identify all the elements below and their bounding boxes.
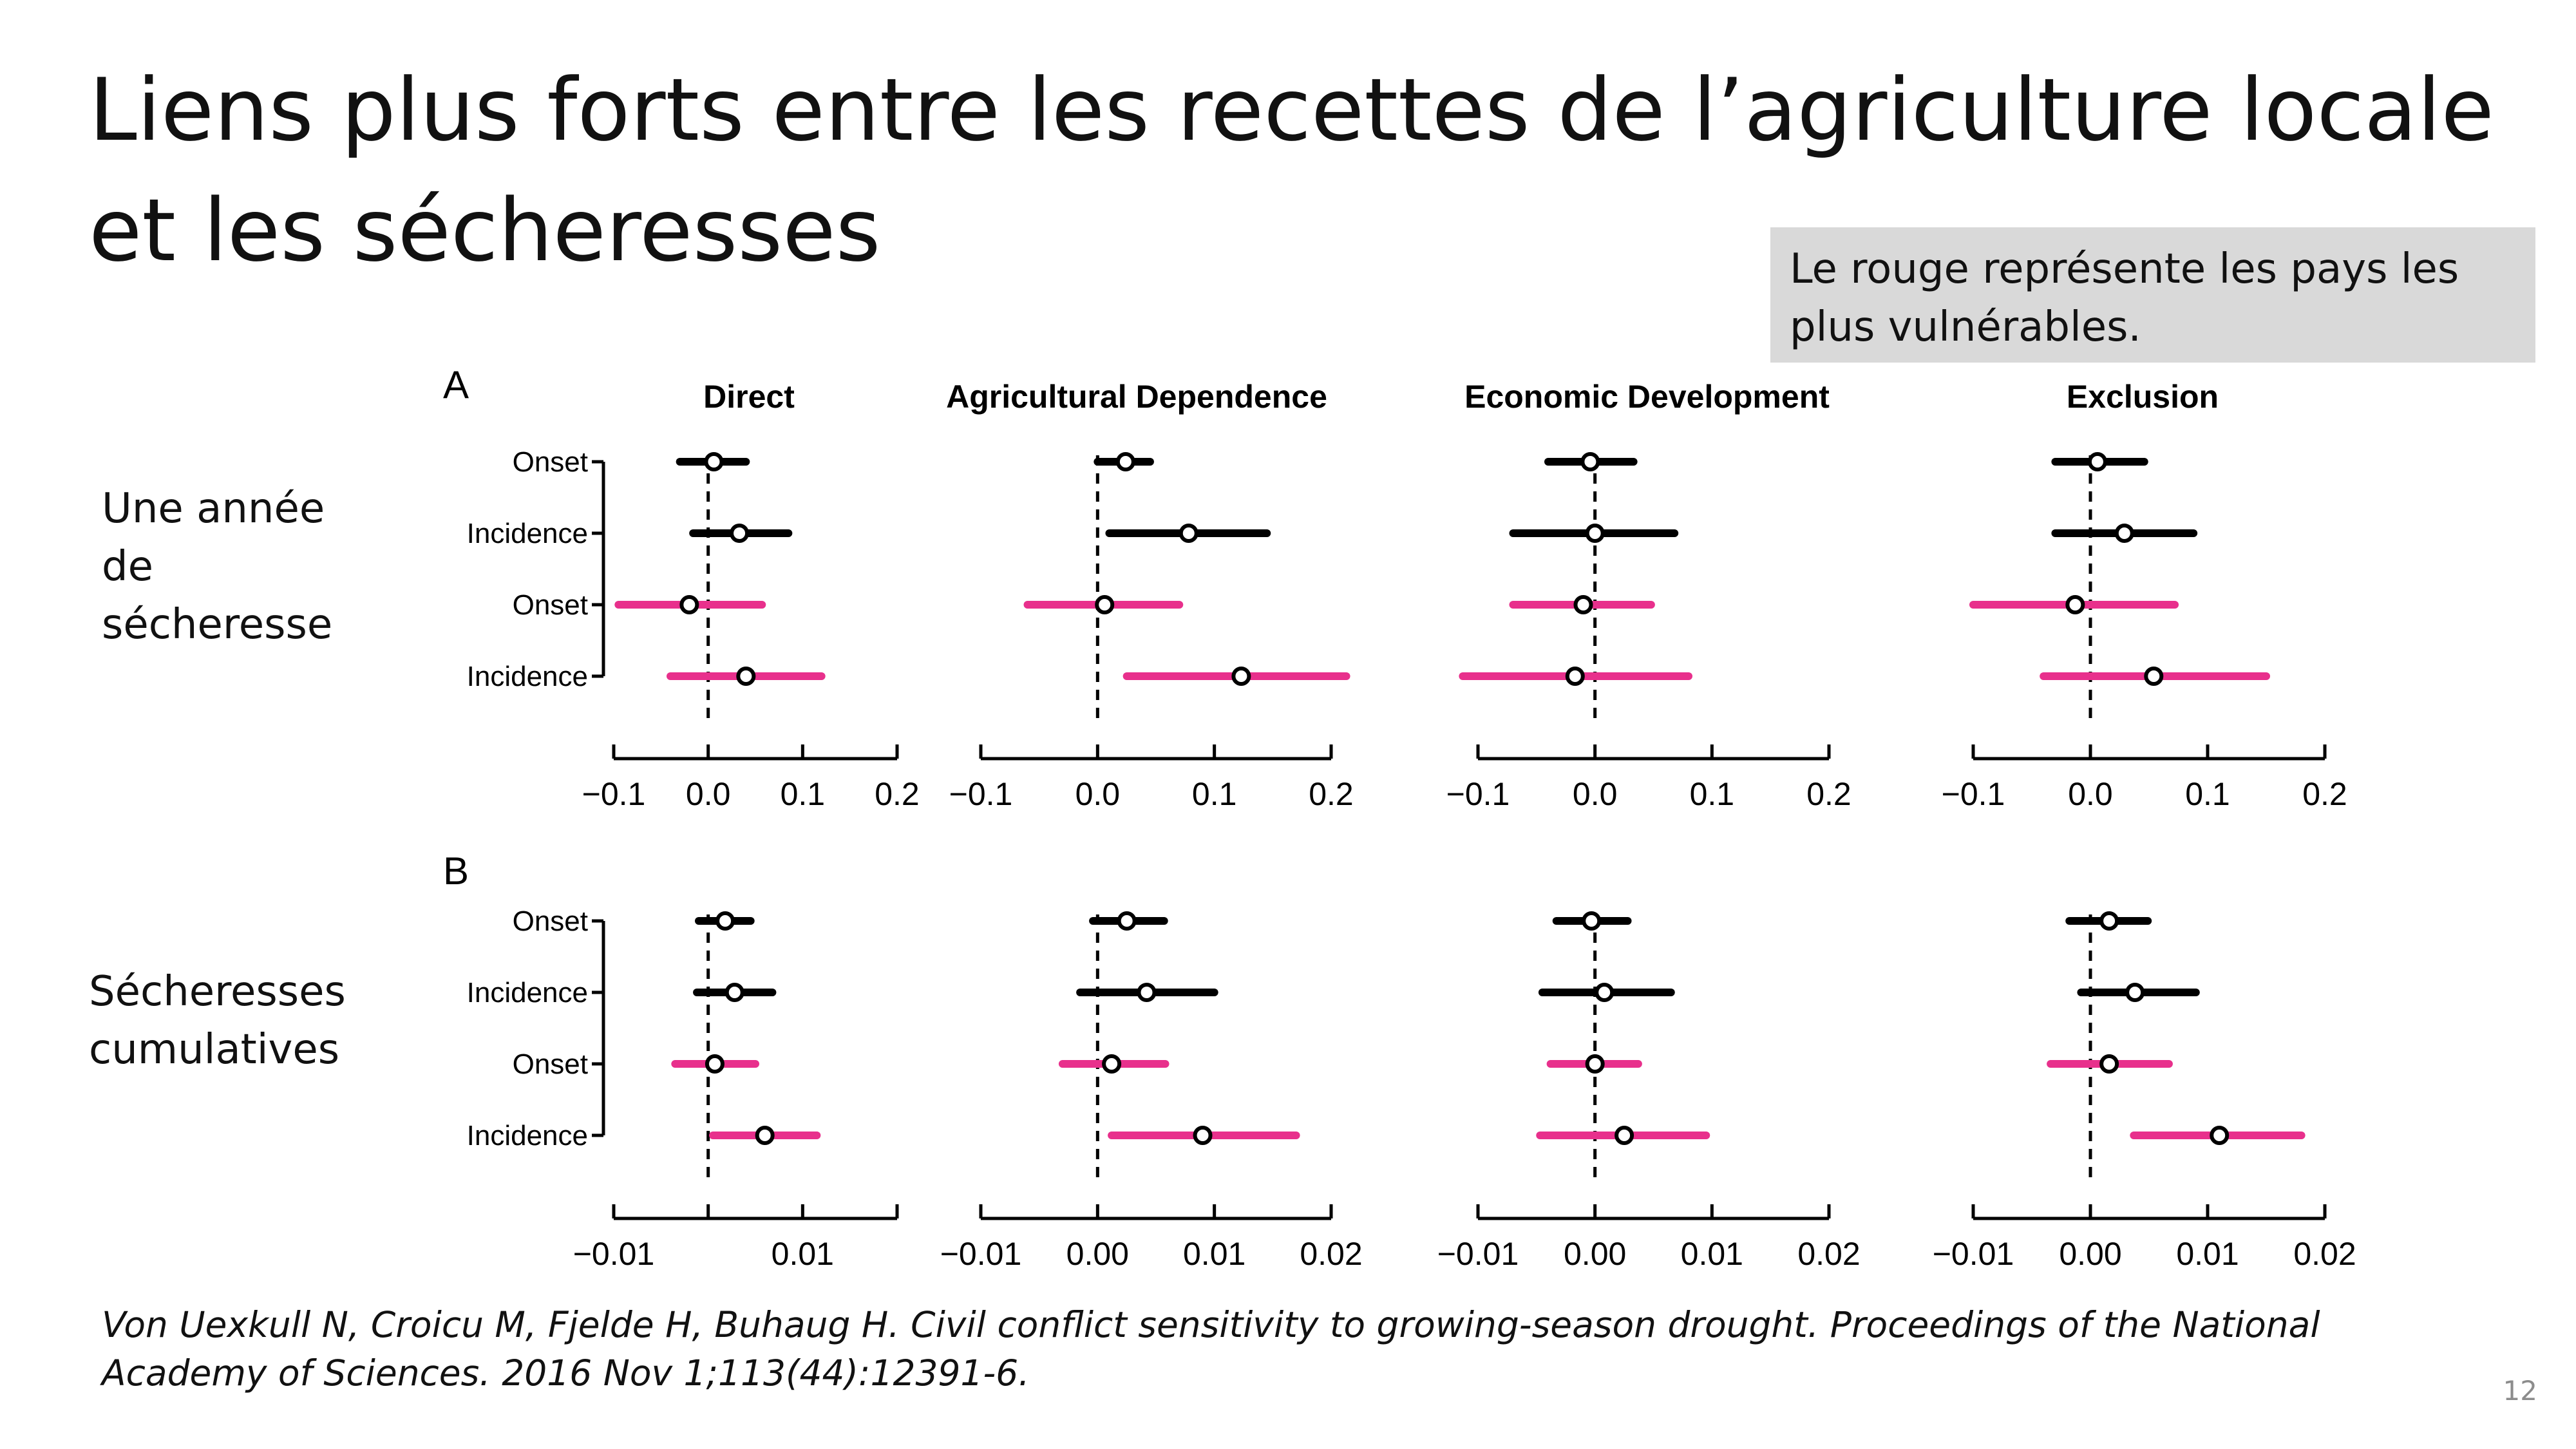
row-label-single-drought-year: Une année de sécheresse	[102, 485, 333, 649]
x-tick-label: −0.01	[573, 1236, 655, 1272]
citation: Von Uexkull N, Croicu M, Fjelde H, Buhau…	[102, 1304, 2320, 1394]
page-number: 12	[2503, 1375, 2537, 1406]
point-estimate	[1595, 983, 1615, 1002]
point-estimate	[705, 1054, 724, 1074]
panel-title: Agricultural Dependence	[946, 379, 1327, 415]
point-estimate	[2125, 983, 2145, 1002]
x-tick-label: −0.1	[1446, 776, 1510, 812]
x-tick-label: 0.0	[2068, 776, 2113, 812]
point-estimate	[1573, 595, 1593, 614]
category-label: Onset	[513, 446, 588, 478]
category-label: Incidence	[467, 1120, 588, 1151]
point-estimate	[1115, 452, 1135, 471]
x-tick-label: 0.00	[1066, 1236, 1129, 1272]
x-tick-label: 0.0	[1573, 776, 1618, 812]
row-label-cumulative-droughts: Sécheresses cumulatives	[89, 968, 346, 1074]
x-tick-label: 0.1	[1690, 776, 1735, 812]
category-label: Incidence	[467, 977, 588, 1009]
panel-title: Economic Development	[1464, 379, 1830, 415]
point-estimate	[1193, 1126, 1213, 1145]
category-label: Onset	[513, 1048, 588, 1080]
x-tick-label: 0.2	[1309, 776, 1354, 812]
point-estimate	[2210, 1126, 2230, 1145]
x-tick-label: 0.2	[875, 776, 920, 812]
x-tick-label: 0.1	[781, 776, 826, 812]
x-tick-label: 0.2	[2302, 776, 2347, 812]
panel-title: Direct	[703, 379, 795, 415]
slide-title: Liens plus forts entre les recettes de l…	[89, 60, 2494, 281]
x-tick-label: 0.0	[686, 776, 731, 812]
point-estimate	[2087, 452, 2107, 471]
x-tick-label: 0.02	[1300, 1236, 1362, 1272]
x-tick-label: −0.01	[1437, 1236, 1519, 1272]
x-tick-label: 0.00	[1564, 1236, 1626, 1272]
category-label: Incidence	[467, 661, 588, 692]
point-estimate	[1117, 911, 1137, 931]
point-estimate	[1179, 524, 1198, 543]
point-estimate	[2065, 595, 2085, 614]
section-label-b: B	[443, 849, 469, 893]
point-estimate	[1582, 911, 1602, 931]
x-tick-label: 0.01	[2176, 1236, 2239, 1272]
x-tick-label: 0.0	[1075, 776, 1121, 812]
category-label: Incidence	[467, 518, 588, 549]
x-tick-label: 0.01	[772, 1236, 834, 1272]
x-tick-label: −0.01	[1933, 1236, 2014, 1272]
point-estimate	[1580, 452, 1600, 471]
point-estimate	[1095, 595, 1115, 614]
point-estimate	[715, 911, 735, 931]
x-tick-label: 0.1	[2185, 776, 2230, 812]
point-estimate	[724, 983, 744, 1002]
legend-note-text: Le rouge représente les pays les plus vu…	[1790, 245, 2459, 351]
point-estimate	[1231, 667, 1251, 686]
point-estimate	[1102, 1054, 1122, 1074]
point-estimate	[1615, 1126, 1634, 1145]
point-estimate	[1565, 667, 1585, 686]
x-tick-label: 0.1	[1192, 776, 1237, 812]
x-tick-label: −0.01	[940, 1236, 1022, 1272]
point-estimate	[2144, 667, 2164, 686]
point-estimate	[704, 452, 724, 471]
point-estimate	[1585, 1054, 1605, 1074]
x-tick-label: 0.02	[1797, 1236, 1860, 1272]
panel-title: Exclusion	[2067, 379, 2219, 415]
point-estimate	[1585, 524, 1605, 543]
x-tick-label: −0.1	[949, 776, 1013, 812]
x-tick-label: 0.01	[1183, 1236, 1245, 1272]
point-estimate	[730, 524, 750, 543]
point-estimate	[2114, 524, 2134, 543]
legend-note-box: Le rouge représente les pays les plus vu…	[1770, 227, 2535, 363]
category-label: Onset	[513, 905, 588, 937]
x-tick-label: 0.01	[1681, 1236, 1743, 1272]
point-estimate	[755, 1126, 775, 1145]
point-estimate	[2099, 1054, 2119, 1074]
x-tick-label: −0.1	[1942, 776, 2005, 812]
category-label: Onset	[513, 589, 588, 621]
point-estimate	[1137, 983, 1157, 1002]
point-estimate	[2099, 911, 2119, 931]
point-estimate	[736, 667, 756, 686]
point-estimate	[679, 595, 699, 614]
x-tick-label: 0.2	[1806, 776, 1852, 812]
section-label-a: A	[443, 363, 469, 406]
x-tick-label: 0.00	[2059, 1236, 2121, 1272]
x-tick-label: −0.1	[582, 776, 646, 812]
x-tick-label: 0.02	[2293, 1236, 2356, 1272]
